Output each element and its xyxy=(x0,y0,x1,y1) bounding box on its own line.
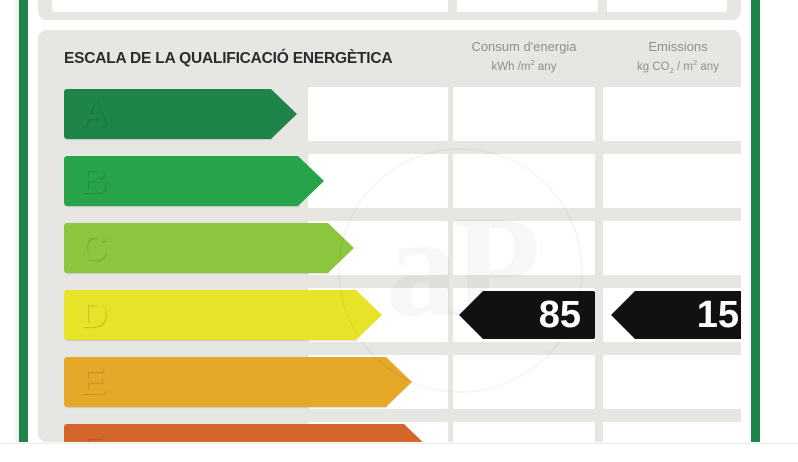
rating-row-d: D 85 15 xyxy=(38,283,741,350)
left-green-rail xyxy=(19,0,28,462)
value-cell-consum-a xyxy=(453,87,595,141)
emissions-value: 15 xyxy=(696,294,739,336)
value-cell-consum-f xyxy=(453,422,595,442)
previous-panel-divider-2 xyxy=(598,0,607,12)
column-header-consumption-name: Consum d'energia xyxy=(471,39,577,54)
consumption-value: 85 xyxy=(538,294,581,336)
grade-band-c: C xyxy=(64,223,354,273)
grade-band-note: més eficient xyxy=(118,108,210,127)
rating-row-f: F xyxy=(38,417,741,442)
emissions-unit-exponent: 2 xyxy=(693,57,698,67)
right-green-rail xyxy=(751,0,760,462)
emissions-unit-subscript: 2 xyxy=(669,65,674,75)
previous-panel-strip xyxy=(52,0,727,12)
grade-band-d: D xyxy=(64,290,382,340)
column-header-emissions-name: Emissions xyxy=(648,39,708,54)
grade-band-f: F xyxy=(64,424,430,442)
document-body: ESCALA DE LA QUALIFICACIÓ ENERGÈTICA Con… xyxy=(28,0,751,462)
value-cell-emiss-e xyxy=(603,355,741,409)
left-rail-shadow xyxy=(13,0,19,462)
energy-scale-panel: ESCALA DE LA QUALIFICACIÓ ENERGÈTICA Con… xyxy=(38,30,741,442)
value-cell-emiss-b xyxy=(603,154,741,208)
value-cell-consum-c xyxy=(453,221,595,275)
column-header-consumption: Consum d'energia kWh /m2 any xyxy=(453,38,595,75)
grade-letter-c: C xyxy=(80,227,108,269)
value-cell-consum-b xyxy=(453,154,595,208)
grade-band-e: E xyxy=(64,357,412,407)
column-header-emissions: Emissions kg CO2 / m2 any xyxy=(603,38,741,76)
consumption-value-badge: 85 xyxy=(459,291,595,339)
viewport-bottom-mask xyxy=(0,442,798,462)
rating-row-e: E xyxy=(38,350,741,417)
grade-letter-b: B xyxy=(80,160,108,202)
page-title: ESCALA DE LA QUALIFICACIÓ ENERGÈTICA xyxy=(64,50,393,67)
previous-panel-divider-1 xyxy=(448,0,457,12)
grade-letter-f: F xyxy=(80,430,103,442)
value-cell-emiss-c xyxy=(603,221,741,275)
grade-letter-d: D xyxy=(80,294,108,336)
consumption-unit-exponent: 2 xyxy=(530,57,535,67)
value-cell-spacer-b xyxy=(308,154,448,208)
grade-band-b: B xyxy=(64,156,324,206)
value-cell-spacer-a xyxy=(308,87,448,141)
emissions-unit-prefix: kg CO xyxy=(637,60,670,73)
value-cell-emiss-f xyxy=(603,422,741,442)
rating-row-b: B xyxy=(38,149,741,216)
rating-row-c: C xyxy=(38,216,741,283)
viewport-bottom-divider xyxy=(0,443,798,444)
emissions-unit-suffix: any xyxy=(697,60,719,73)
grade-letter-e: E xyxy=(80,361,106,403)
column-header-consumption-unit: kWh /m2 any xyxy=(453,57,595,76)
consumption-unit-prefix: kWh /m xyxy=(491,60,531,73)
previous-panel-partial xyxy=(38,0,741,20)
emissions-value-badge: 15 xyxy=(611,291,741,339)
grade-letter-a: A xyxy=(80,93,108,135)
panel-header: ESCALA DE LA QUALIFICACIÓ ENERGÈTICA Con… xyxy=(38,30,741,82)
consumption-unit-suffix: any xyxy=(534,60,557,73)
emissions-unit-mid: / m xyxy=(673,60,693,73)
value-cell-emiss-a xyxy=(603,87,741,141)
value-cell-consum-e xyxy=(453,355,595,409)
column-header-emissions-unit: kg CO2 / m2 any xyxy=(603,57,741,76)
